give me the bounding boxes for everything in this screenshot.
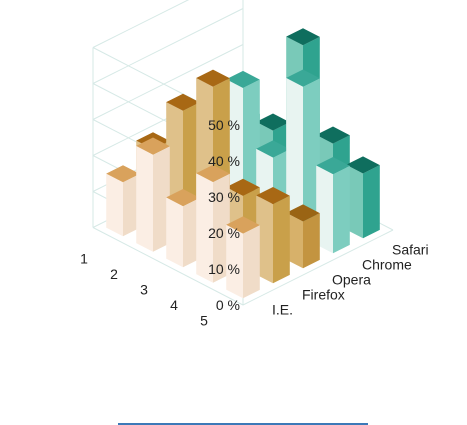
bar-front-face [286,77,303,238]
bar-top-face [226,70,260,88]
y-tick-label: 40 % [208,153,240,169]
grid-floor-front-left [242,229,394,306]
category-label: 3 [140,281,148,297]
bar-front-face [166,197,183,268]
bar-side-face [303,78,320,238]
bar-top-face [316,157,350,175]
category-label: 4 [170,297,178,313]
bar-top-face [286,28,320,46]
bar [106,165,140,237]
y-tick-label: 0 % [216,297,240,313]
bar [286,204,320,269]
bar-top-face [256,187,290,205]
gridline-back-right [92,0,190,48]
bar-top-face [106,165,140,183]
bottom-rule [118,423,368,425]
bar-side-face [273,195,290,284]
bar-front-face [226,224,243,299]
y-tick-label: 30 % [208,189,240,205]
series-label: Safari [392,242,429,258]
bar-top-face [256,140,290,158]
bar-top-face [196,164,230,182]
bar-front-face [346,164,363,239]
bar-side-face [123,173,140,237]
series-label: Opera [332,272,371,288]
series-label: Firefox [302,287,345,303]
bar [256,187,290,284]
series-label: Chrome [362,257,412,273]
bar-top-face [316,126,350,144]
bar-front-face [316,165,333,254]
category-label: 5 [200,312,208,328]
bar-top-face [256,113,290,131]
y-tick-label: 10 % [208,261,240,277]
bar-side-face [213,173,230,283]
gridline-back-right [92,8,244,84]
bar-side-face [243,79,260,207]
bar-front-face [286,212,303,269]
gridline-back-left [92,227,244,306]
bar-top-face [226,216,260,234]
bar [226,70,260,207]
bar-side-face [363,165,380,239]
bar [286,69,320,238]
bar [136,137,170,252]
bar [346,156,380,239]
bar-front-face [136,145,153,252]
bar [166,189,200,268]
bar-side-face [153,146,170,252]
bar [316,157,350,254]
y-tick-label: 20 % [208,225,240,241]
bar-side-face [303,213,320,269]
bar-front-face [256,195,273,284]
bar-top-face [346,156,380,174]
bar-top-face [226,178,260,196]
category-label: 1 [80,250,88,266]
bar-top-face [166,93,200,111]
chart-labels: 0 % 10 % 20 % 30 % 40 % 50 % 1 2 3 4 5 I.E. FirefoxO… [80,117,428,328]
bar-top-face [166,189,200,207]
category-label: 2 [110,266,118,282]
bar-front-face [226,79,243,207]
series-label: I.E. [272,302,293,318]
bar-front-face [106,173,123,237]
bar [196,164,230,283]
gridline-back-right [92,44,244,120]
bar-top-face [196,69,230,87]
chart-bars [106,28,380,299]
bar-side-face [333,165,350,254]
bar-side-face [243,225,260,299]
bar-front-face [196,173,213,283]
bar-side-face [183,197,200,268]
bar-top-face [136,137,170,155]
y-tick-label: 50 % [208,117,240,133]
bar-top-face [286,69,320,87]
bar [226,216,260,299]
bar-top-face [286,204,320,222]
